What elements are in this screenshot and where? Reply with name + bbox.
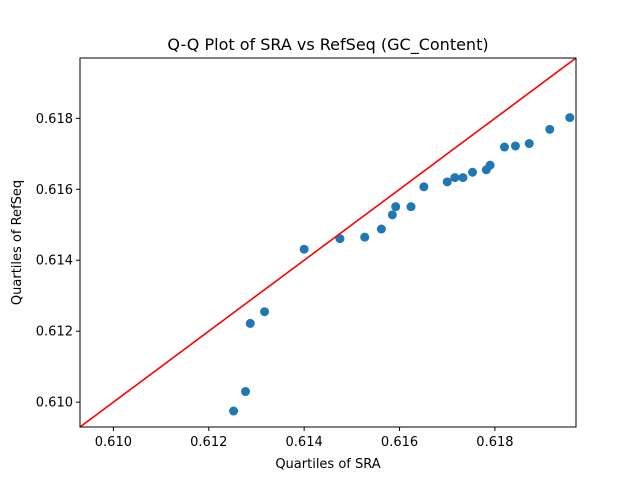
y-tick-label: 0.614: [36, 254, 73, 269]
y-tick-label: 0.618: [36, 112, 73, 127]
data-point-14: [450, 173, 460, 183]
y-tick-label: 0.612: [36, 325, 73, 340]
data-point-8: [376, 224, 386, 234]
x-axis-label: Quartiles of SRA: [275, 457, 380, 472]
x-tick-label: 0.616: [381, 435, 418, 450]
x-tick-label: 0.610: [95, 435, 132, 450]
data-point-12: [419, 182, 429, 192]
plot-frame: [79, 57, 577, 428]
data-point-10: [391, 202, 401, 212]
data-point-7: [360, 232, 370, 242]
chart-title: Q-Q Plot of SRA vs RefSeq (GC_Content): [167, 35, 488, 55]
x-tick-label: 0.618: [476, 435, 513, 450]
x-tick-label: 0.612: [190, 435, 227, 450]
data-point-22: [545, 124, 555, 134]
x-axis-ticks: 0.610 0.612 0.614 0.616 0.618: [95, 427, 514, 450]
data-point-11: [406, 202, 416, 212]
data-point-9: [387, 210, 397, 220]
x-tick-label: 0.614: [286, 435, 323, 450]
data-point-3: [245, 318, 255, 328]
reference-line: [80, 58, 576, 427]
data-points: [229, 113, 575, 416]
data-point-1: [229, 406, 239, 416]
y-tick-label: 0.610: [36, 396, 73, 411]
y-axis-label: Quartiles of RefSeq: [10, 180, 25, 305]
y-axis-ticks: 0.610 0.612 0.614 0.616 0.618: [36, 112, 80, 411]
data-point-19: [499, 142, 509, 152]
data-point-6: [335, 234, 345, 244]
data-point-4: [260, 307, 270, 317]
data-point-23: [565, 113, 575, 123]
data-point-15: [458, 173, 468, 183]
data-point-20: [510, 141, 520, 151]
data-point-21: [524, 139, 534, 149]
data-point-5: [299, 244, 309, 254]
data-point-2: [240, 387, 250, 397]
y-tick-label: 0.616: [36, 183, 73, 198]
plot-area: [80, 58, 576, 427]
data-point-13: [442, 177, 452, 187]
data-point-18: [485, 160, 495, 170]
data-point-16: [468, 167, 478, 177]
